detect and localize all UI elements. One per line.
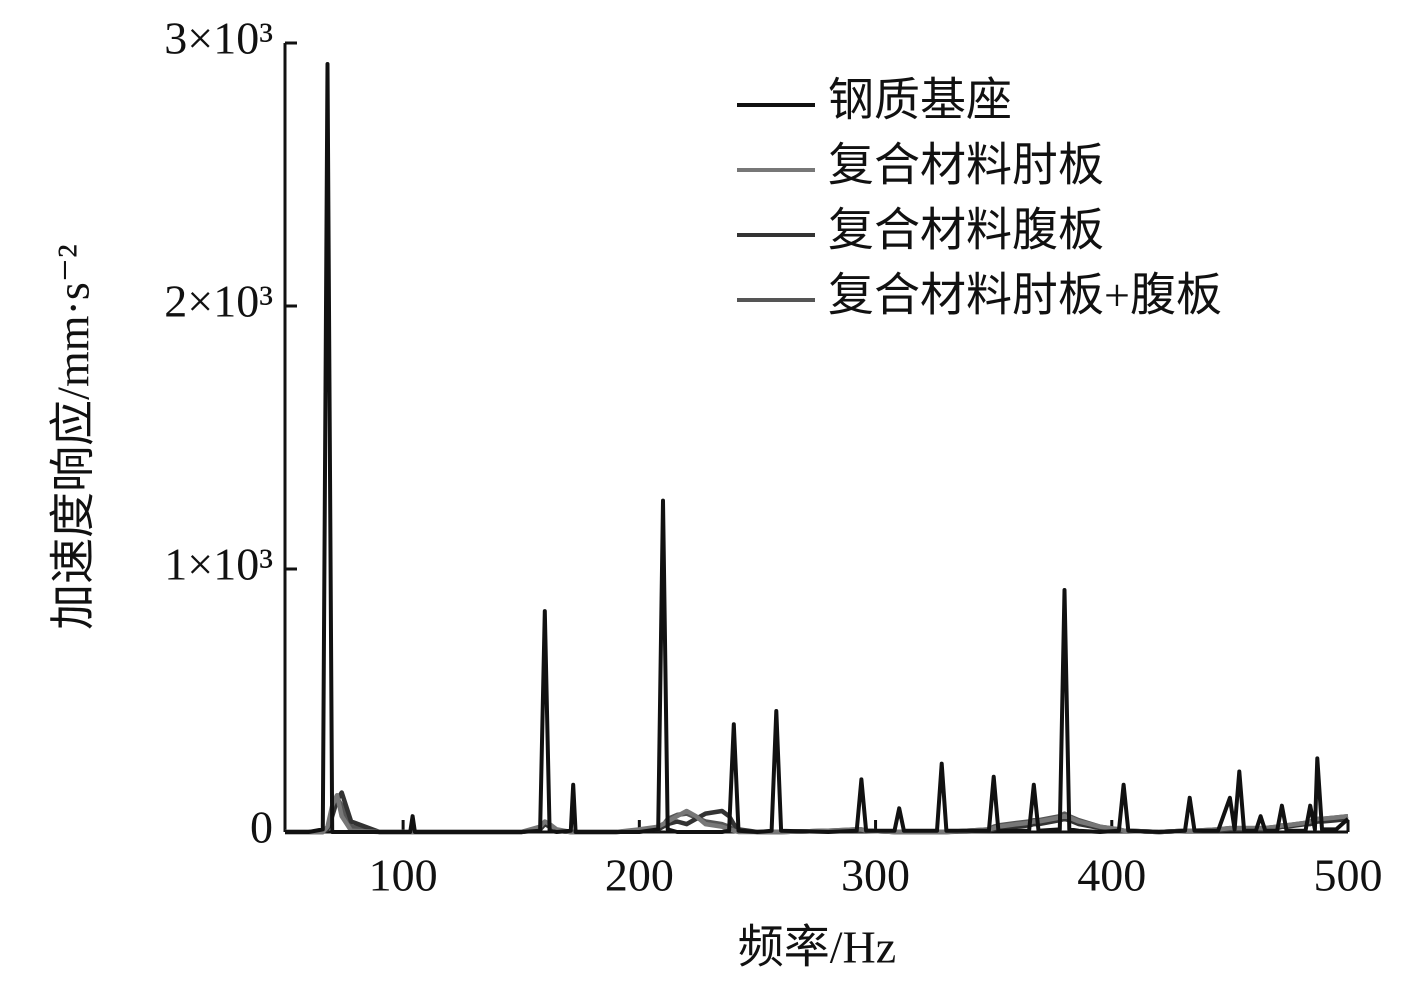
legend-label: 复合材料腹板 xyxy=(828,205,1104,256)
x-tick-label: 500 xyxy=(1314,850,1383,901)
y-tick-label: 2×10³ xyxy=(164,276,273,327)
legend-label: 复合材料肘板 xyxy=(828,140,1104,191)
x-tick-label: 200 xyxy=(605,850,674,901)
y-tick-label: 3×10³ xyxy=(164,13,273,64)
x-tick-label: 400 xyxy=(1077,850,1146,901)
y-tick-label: 1×10³ xyxy=(164,539,273,590)
x-tick-label: 100 xyxy=(369,850,438,901)
series-line xyxy=(285,62,1350,834)
legend-label: 钢质基座 xyxy=(828,75,1012,126)
x-tick-label: 300 xyxy=(841,850,910,901)
legend-label: 复合材料肘板+腹板 xyxy=(828,270,1222,321)
y-axis-label: 加速度响应/mm·s⁻² xyxy=(48,244,99,630)
x-axis-label: 频率/Hz xyxy=(738,922,896,973)
y-tick-label: 0 xyxy=(250,802,273,853)
